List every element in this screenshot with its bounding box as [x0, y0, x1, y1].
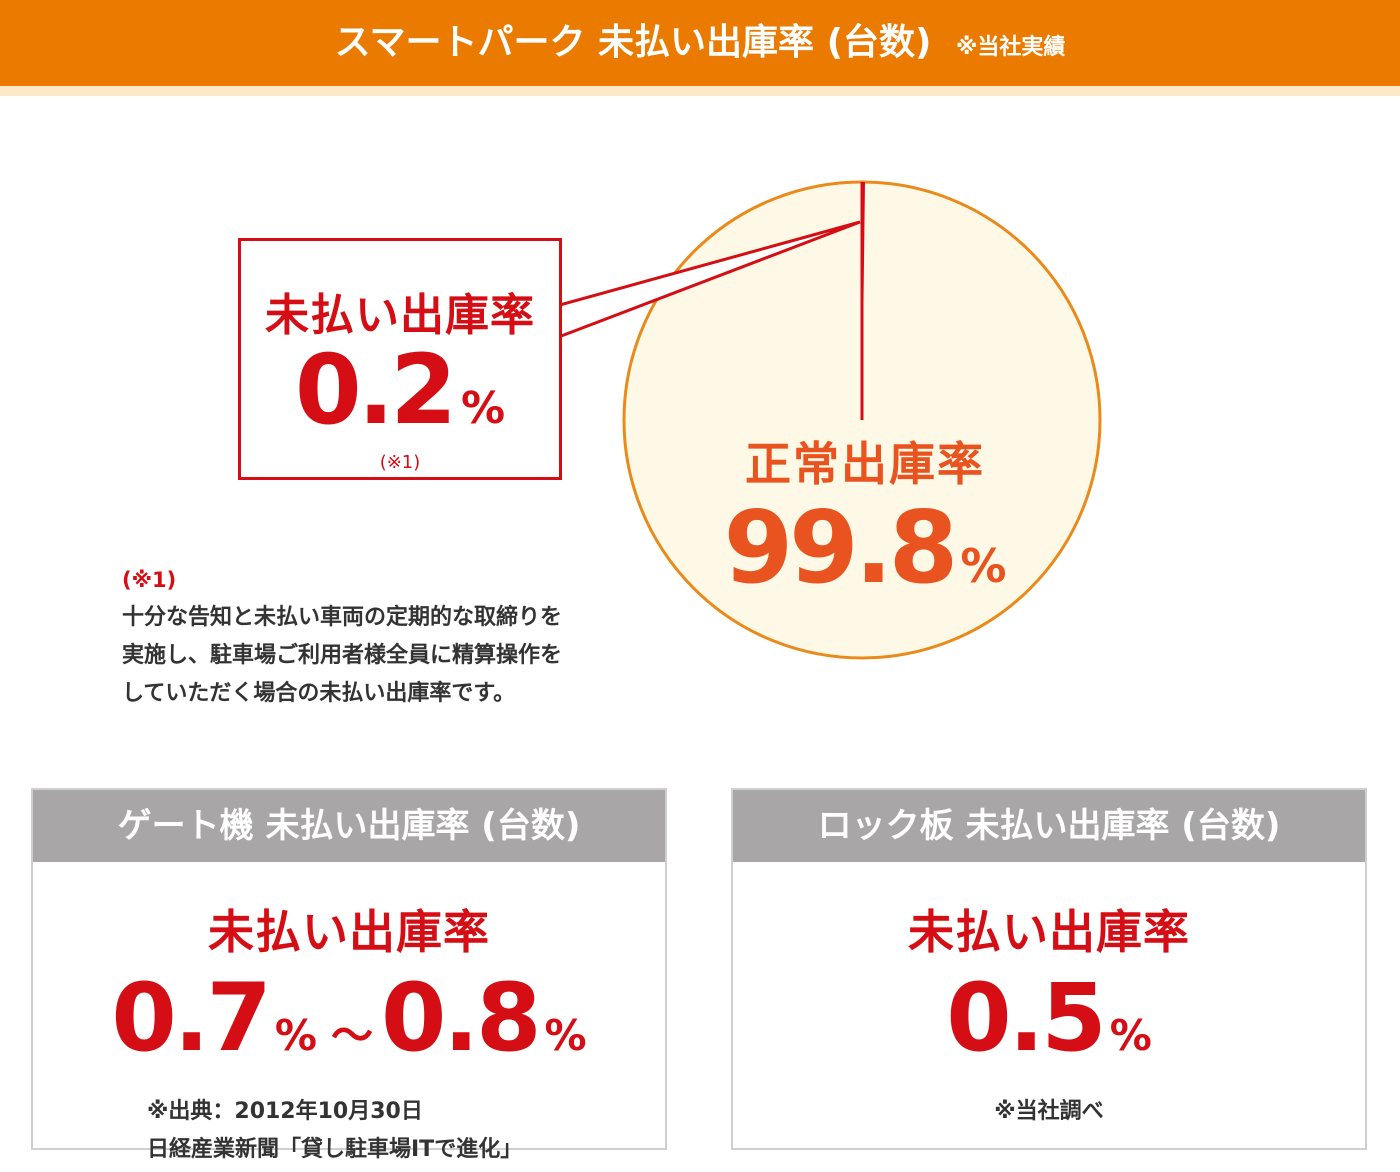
page-header: スマートパーク 未払い出庫率 (台数) ※当社実績 [0, 0, 1400, 86]
lock-source: ※当社調べ [994, 1099, 1104, 1124]
gate-value-row: 0.7% ～0.8% [33, 972, 665, 1083]
gate-value-from: 0.7 [111, 964, 272, 1073]
unpaid-value: 0.2 [294, 334, 457, 446]
unpaid-unit: % [460, 383, 506, 434]
footnote-line: していただく場合の未払い出庫率です。 [122, 681, 516, 706]
footnote-line: 十分な告知と未払い車両の定期的な取締りを [122, 605, 563, 630]
header-title: スマートパーク 未払い出庫率 (台数) [334, 22, 932, 63]
gate-value-to: 0.8 [381, 964, 542, 1073]
lock-label: 未払い出庫率 [908, 905, 1190, 959]
gate-source-line: ※出典：2012年10月30日 [147, 1099, 423, 1124]
normal-label: 正常出庫率 [745, 437, 985, 491]
gate-source-line: 日経産業新聞「貸し駐車場ITで進化」 [147, 1137, 523, 1162]
lock-unit: % [1109, 1011, 1152, 1060]
normal-value: 99.8 [723, 489, 959, 606]
normal-label-block: 正常出庫率 99.8% [700, 428, 1030, 616]
footnote-text: 十分な告知と未払い車両の定期的な取締りを 実施し、駐車場ご利用者様全員に精算操作… [122, 599, 642, 713]
gate-source: ※出典：2012年10月30日 日経産業新聞「貸し駐車場ITで進化」 [147, 1093, 665, 1169]
footnote-line: 実施し、駐車場ご利用者様全員に精算操作を [122, 643, 563, 668]
normal-unit: % [960, 539, 1007, 593]
gate-label: 未払い出庫率 [208, 905, 490, 959]
lock-card: ロック板 未払い出庫率 (台数) 未払い出庫率 0.5% ※当社調べ [731, 788, 1367, 1150]
normal-value-row: 99.8% [700, 498, 1030, 616]
unpaid-label: 未払い出庫率 [265, 290, 535, 341]
lock-card-title: ロック板 未払い出庫率 (台数) [733, 790, 1365, 862]
gate-card: ゲート機 未払い出庫率 (台数) 未払い出庫率 0.7% ～0.8% ※出典：20… [31, 788, 667, 1162]
lock-value-row: 0.5% [733, 972, 1365, 1083]
header-note: ※当社実績 [956, 35, 1066, 60]
gate-card-title: ゲート機 未払い出庫率 (台数) [33, 790, 665, 862]
gate-unit-from: % [274, 1011, 317, 1060]
footnote: (※1) 十分な告知と未払い車両の定期的な取締りを 実施し、駐車場ご利用者様全員… [122, 567, 642, 713]
lock-value: 0.5 [946, 964, 1107, 1073]
gate-tilde: ～ [330, 1011, 373, 1060]
header-stripe [0, 86, 1400, 96]
unpaid-value-row: 0.2% [241, 342, 559, 454]
footnote-ref: (※1) [122, 568, 177, 592]
unpaid-ref: (※1) [379, 452, 421, 473]
unpaid-callout: 未払い出庫率 0.2% (※1) [238, 238, 562, 480]
gate-unit-to: % [544, 1011, 587, 1060]
